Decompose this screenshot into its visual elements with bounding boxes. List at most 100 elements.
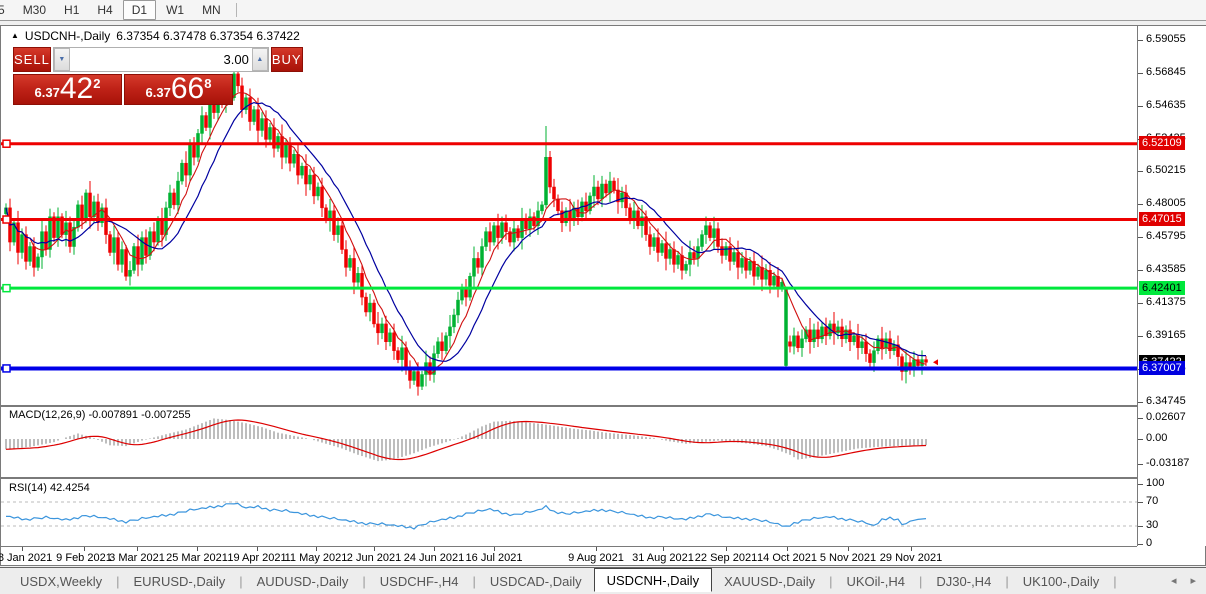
date-tick-label: 9 Feb 2021: [56, 552, 112, 564]
tab-dj30-h4[interactable]: DJ30-,H4: [936, 573, 992, 589]
volume-increase-button[interactable]: ▲: [251, 48, 268, 71]
rsi-tick-label: 30: [1146, 519, 1159, 531]
collapse-triangle-icon[interactable]: ▲: [11, 30, 19, 40]
timeframe-w1[interactable]: W1: [166, 3, 185, 17]
date-tick: [596, 547, 597, 551]
date-tick: [84, 547, 85, 551]
date-tick-label: 9 Aug 2021: [568, 552, 624, 564]
tab-audusd-daily[interactable]: AUDUSD-,Daily: [256, 573, 349, 589]
date-tick: [137, 547, 138, 551]
rsi-tick-label: 0: [1146, 537, 1153, 549]
date-tick: [374, 547, 375, 551]
date-tick-label: 2 Jun 2021: [346, 552, 402, 564]
price-tick: [1138, 502, 1143, 503]
tab-xauusd-daily[interactable]: XAUUSD-,Daily: [724, 573, 816, 589]
bid-big-digits: 42: [59, 72, 94, 105]
tab-scroll-right-icon[interactable]: ▸: [1190, 575, 1196, 587]
bid-price-tile[interactable]: 6.37 42 2: [13, 74, 122, 105]
price-tick-label: 6.56845: [1146, 66, 1186, 78]
price-tick: [1138, 270, 1143, 271]
tab-usdx-weekly[interactable]: USDX,Weekly: [20, 573, 103, 589]
volume-spinner: ▼ ▲: [52, 47, 269, 72]
date-tick: [316, 547, 317, 551]
price-tick: [1138, 73, 1143, 74]
price-tick: [1138, 171, 1143, 172]
level-anchor: [2, 283, 11, 293]
sell-button[interactable]: SELL: [13, 47, 51, 72]
macd-signal-line: [5, 419, 927, 461]
price-level-badge: 6.37007: [1139, 361, 1185, 375]
chart-tab-bar: USDX,Weekly | EURUSD-,Daily | AUDUSD-,Daily |…: [0, 567, 1206, 594]
timeframe-m30[interactable]: M30: [22, 3, 47, 17]
ask-prefix: 6.37: [145, 85, 171, 100]
price-level-badge: 6.42401: [1139, 281, 1185, 295]
rsi-line: [5, 502, 927, 530]
volume-input[interactable]: [69, 48, 252, 71]
date-tick-label: 31 Aug 2021: [632, 552, 694, 564]
tab-eurusd-daily[interactable]: EURUSD-,Daily: [133, 573, 226, 589]
price-tick: [1138, 237, 1143, 238]
one-click-trading-panel: SELL ▼ ▲ BUY 6.37 42 2 6.37 66 8: [13, 47, 303, 105]
price-level-badge: 6.47015: [1139, 212, 1185, 226]
rsi-tick-label: 70: [1146, 495, 1159, 507]
price-tick-label: 6.45795: [1146, 230, 1186, 242]
date-tick-label: 5 Nov 2021: [819, 552, 877, 564]
tab-separator: |: [239, 573, 243, 589]
tab-uk100-daily[interactable]: UK100-,Daily: [1022, 573, 1100, 589]
date-tick-label: 18 Jan 2021: [0, 552, 53, 564]
macd-tick-label: -0.03187: [1146, 457, 1190, 469]
fast-ma-line: [5, 92, 927, 375]
last-price-marker: [933, 359, 938, 366]
chart-title: ▲ USDCNH-,Daily 6.37354 6.37478 6.37354 …: [11, 29, 300, 43]
price-tick-label: 6.39165: [1146, 329, 1186, 341]
date-tick: [22, 547, 23, 551]
tab-separator: |: [1005, 573, 1009, 589]
price-tick: [1138, 418, 1143, 419]
bid-pip-digit: 2: [93, 76, 101, 91]
price-tick-label: 6.59055: [1146, 33, 1186, 45]
price-tick: [1138, 40, 1143, 41]
date-tick: [434, 547, 435, 551]
date-tick: [911, 547, 912, 551]
timeframe-m15-partial[interactable]: 5: [0, 3, 5, 17]
tab-usdcnh-daily[interactable]: USDCNH-,Daily: [593, 568, 713, 592]
date-tick-label: 19 Apr 2021: [227, 552, 287, 564]
date-tick-label: 16 Jul 2021: [465, 552, 523, 564]
tab-usdcad-daily[interactable]: USDCAD-,Daily: [489, 573, 582, 589]
macd-tick-label: 0.02607: [1146, 411, 1186, 423]
date-tick: [257, 547, 258, 551]
tab-ukoil-h4[interactable]: UKOil-,H4: [846, 573, 905, 589]
macd-histogram: [5, 418, 927, 462]
macd-tick-label: 0.00: [1146, 432, 1168, 444]
date-tick-label: 22 Sep 2021: [694, 552, 758, 564]
rsi-indicator-label: RSI(14) 42.4254: [9, 482, 90, 494]
price-tick-label: 6.54635: [1146, 99, 1186, 111]
rsi-tick-label: 100: [1146, 477, 1165, 489]
tab-separator: |: [472, 573, 476, 589]
tab-separator: |: [116, 573, 120, 589]
price-tick: [1138, 204, 1143, 205]
tab-usdchf-h4[interactable]: USDCHF-,H4: [379, 573, 459, 589]
timeframe-d1[interactable]: D1: [122, 0, 157, 20]
ask-price-tile[interactable]: 6.37 66 8: [124, 74, 233, 105]
buy-button[interactable]: BUY: [270, 47, 303, 72]
tab-separator: |: [1113, 573, 1117, 589]
date-tick: [726, 547, 727, 551]
timeframe-h4[interactable]: H4: [97, 3, 113, 17]
chart-canvas[interactable]: [1, 26, 1137, 546]
price-tick: [1138, 464, 1143, 465]
tab-separator: |: [829, 573, 833, 589]
price-tick-label: 6.50215: [1146, 164, 1186, 176]
date-tick-label: 29 Nov 2021: [879, 552, 943, 564]
volume-decrease-button[interactable]: ▼: [53, 48, 70, 71]
date-tick-label: 24 Jun 2021: [403, 552, 465, 564]
price-tick-label: 6.41375: [1146, 296, 1186, 308]
price-tick: [1138, 106, 1143, 107]
timeframe-toolbar: 5 M30 H1 H4 D1 W1 MN: [0, 0, 1206, 21]
timeframe-h1[interactable]: H1: [64, 3, 80, 17]
date-tick-label: 14 Oct 2021: [757, 552, 817, 564]
timeframe-mn[interactable]: MN: [202, 3, 221, 17]
tab-scroll-left-icon[interactable]: ◂: [1170, 575, 1177, 587]
price-tick: [1138, 544, 1143, 545]
